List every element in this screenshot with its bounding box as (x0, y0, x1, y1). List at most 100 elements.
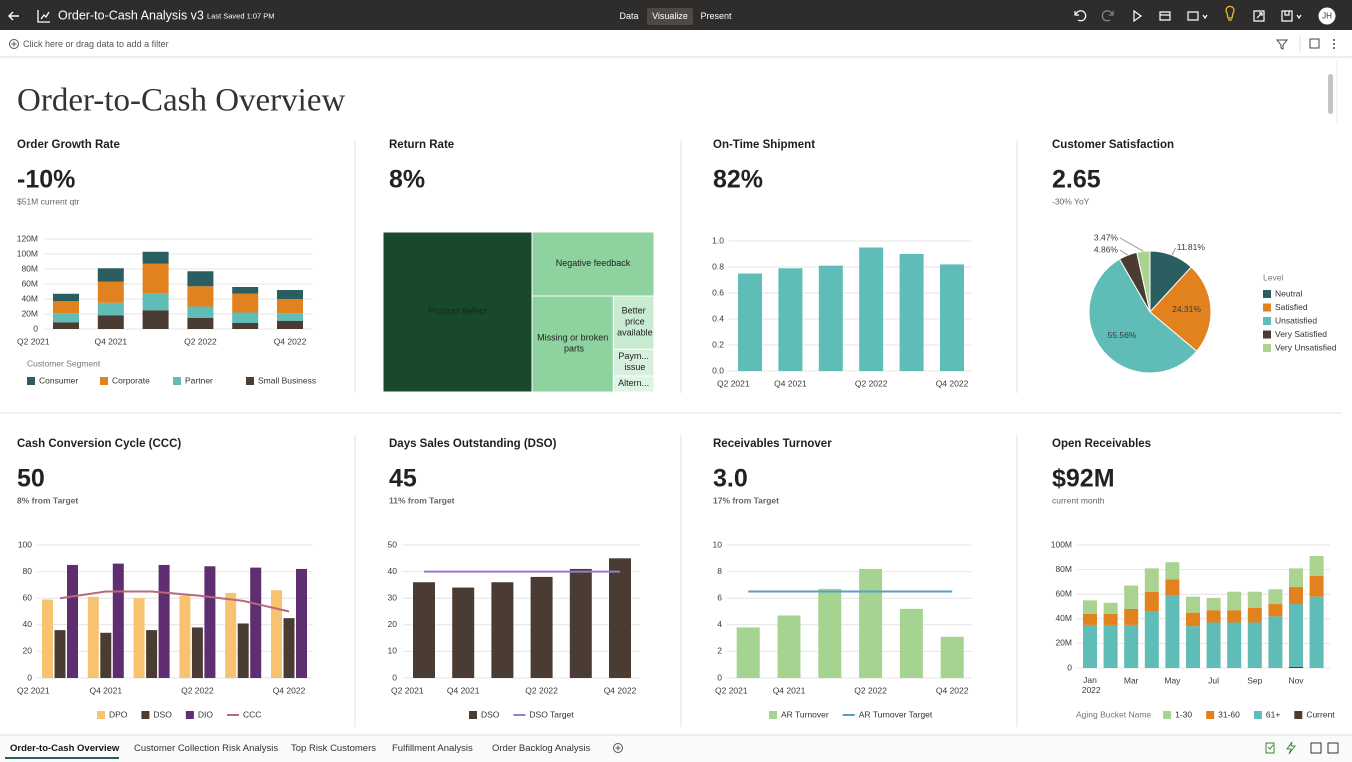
y-tick-label: 0.2 (712, 339, 724, 349)
canvas-tab[interactable]: Top Risk Customers (291, 743, 376, 754)
x-tick-label: Q2 2022 (181, 685, 214, 695)
mode-tab[interactable]: Visualize (652, 11, 688, 21)
kpi-value: 82% (713, 166, 763, 194)
y-tick-label: 20M (1055, 638, 1072, 648)
bar-segment (97, 268, 124, 282)
bar (271, 590, 282, 678)
bar-segment (1083, 600, 1097, 614)
panel-title: Customer Satisfaction (1052, 139, 1174, 151)
y-tick-label: 60M (21, 278, 38, 288)
bar (491, 582, 514, 678)
workbook-title: Order-to-Cash Analysis v3 (58, 8, 204, 22)
legend-swatch (97, 711, 105, 719)
kpi-value: -10% (17, 166, 75, 194)
insights-button[interactable] (1225, 5, 1235, 21)
legend-swatch (1263, 344, 1271, 352)
back-button[interactable] (8, 11, 19, 21)
scrollbar[interactable] (1328, 74, 1333, 114)
bar-segment (1247, 622, 1262, 668)
treemap-cell (382, 231, 533, 393)
bar-segment (1103, 602, 1118, 614)
bar (859, 247, 884, 371)
canvas-tab[interactable]: Order-to-Cash Overview (10, 743, 120, 754)
add-canvas-button[interactable] (613, 743, 623, 753)
legend-swatch (1263, 303, 1271, 312)
data-button[interactable] (1159, 11, 1171, 21)
bar-segment (1227, 622, 1242, 668)
bar (736, 627, 760, 678)
legend-label: AR Turnover (781, 709, 829, 719)
canvas-tab[interactable]: Order Backlog Analysis (492, 743, 590, 754)
x-tick-label: Q4 2022 (936, 685, 969, 695)
bar-segment (1165, 579, 1180, 596)
bar-segment (1227, 591, 1242, 611)
y-tick-label: 20M (21, 308, 38, 318)
legend-label: Very Satisfied (1275, 329, 1327, 339)
y-tick-label: 60M (1055, 588, 1072, 598)
bar-segment (232, 312, 259, 323)
panel-toggle[interactable] (1327, 742, 1339, 754)
app-icon (37, 10, 50, 23)
legend-swatch (469, 711, 477, 719)
kpi-value: 8% (389, 166, 425, 194)
x-tick-label: Q2 2021 (715, 685, 748, 695)
add-filter-icon[interactable] (9, 39, 19, 49)
legend-label: CCC (243, 709, 261, 719)
filter-bar[interactable] (0, 30, 1352, 57)
status-icon[interactable] (1265, 742, 1275, 754)
y-tick-label: 40M (21, 293, 38, 303)
filter-placeholder[interactable]: Click here or drag data to add a filter (23, 39, 169, 49)
auto-apply-icon[interactable] (1286, 741, 1296, 755)
x-tick-label: Q4 2021 (774, 378, 807, 388)
kpi-value: $92M (1052, 465, 1115, 493)
panel-title: Cash Conversion Cycle (CCC) (17, 438, 181, 450)
save-button[interactable] (1281, 10, 1302, 22)
bar (296, 568, 307, 678)
legend-swatch (27, 377, 35, 385)
panel-title: Open Receivables (1052, 438, 1151, 450)
bar-segment (232, 287, 259, 294)
menu-button[interactable] (1187, 11, 1208, 21)
mode-tab[interactable]: Data (619, 11, 638, 21)
export-button[interactable] (1253, 10, 1265, 22)
bar-segment (277, 290, 303, 299)
legend-swatch (769, 711, 777, 719)
bar (530, 576, 553, 678)
canvas-tab[interactable]: Customer Collection Risk Analysis (134, 743, 278, 754)
pie-label: 11.81% (1177, 242, 1206, 252)
treemap-label: Product defect (429, 306, 488, 316)
bar-segment (1268, 589, 1283, 605)
legend-label: Very Unsatisfied (1275, 342, 1337, 352)
x-tick-label: Q4 2022 (273, 685, 306, 695)
y-tick-label: 50 (388, 539, 398, 549)
add-filter-plus (11, 41, 17, 47)
y-tick-label: 0 (27, 672, 32, 682)
y-tick-label: 4 (717, 619, 722, 629)
bar-segment (97, 281, 124, 303)
x-tick-label: Nov (1288, 675, 1304, 685)
panel-toggle[interactable] (1310, 742, 1322, 754)
run-button[interactable] (1133, 9, 1143, 23)
undo-button[interactable] (1074, 10, 1087, 22)
bar (899, 254, 924, 371)
x-tick-label: Q4 2021 (89, 685, 122, 695)
legend-swatch (1263, 330, 1271, 339)
redo-button[interactable] (1101, 10, 1114, 22)
filter-options[interactable] (1275, 39, 1289, 50)
kpi-note: $51M current qtr (17, 196, 80, 206)
avatar[interactable] (1318, 7, 1336, 25)
settings-button[interactable] (1309, 38, 1320, 49)
mode-tab[interactable]: Present (700, 11, 732, 21)
legend-swatch (141, 711, 150, 719)
x-tick-label: Q2 2021 (391, 685, 424, 695)
legend-swatch (1263, 290, 1271, 298)
bar (940, 264, 964, 371)
y-tick-label: 0.4 (712, 313, 724, 323)
legend-swatch (173, 377, 181, 385)
bar (112, 563, 124, 678)
x-tick-label: Q2 2021 (17, 685, 50, 695)
more-button[interactable] (1333, 39, 1335, 49)
canvas-tab[interactable]: Fulfillment Analysis (392, 743, 473, 754)
bar-segment (1309, 556, 1324, 576)
x-tick-label: Jan 2022 (1079, 675, 1101, 695)
